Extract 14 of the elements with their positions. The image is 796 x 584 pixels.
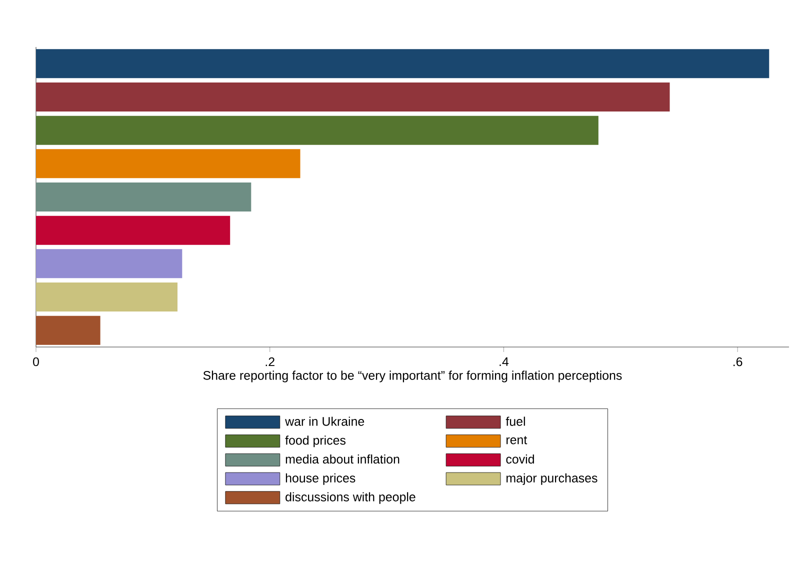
legend-label: major purchases	[506, 473, 598, 485]
legend-label: discussions with people	[286, 492, 416, 504]
legend-label: covid	[506, 454, 534, 464]
x-axis-title: Share reporting factor to be “very important” for forming inflation perceptions	[203, 370, 622, 382]
legend-label: food prices	[285, 436, 346, 448]
legend-label: house prices	[286, 473, 356, 485]
x-tick-label: .2	[266, 357, 274, 366]
x-tick-label: .4	[500, 357, 509, 366]
legend-label: war in Ukraine	[285, 416, 364, 426]
legend-label: rent	[506, 436, 528, 444]
x-tick-label: 0	[33, 357, 39, 366]
legend-label: fuel	[506, 416, 525, 426]
legend-label: media about inflation	[286, 454, 400, 464]
x-tick-label: .6	[734, 357, 742, 366]
